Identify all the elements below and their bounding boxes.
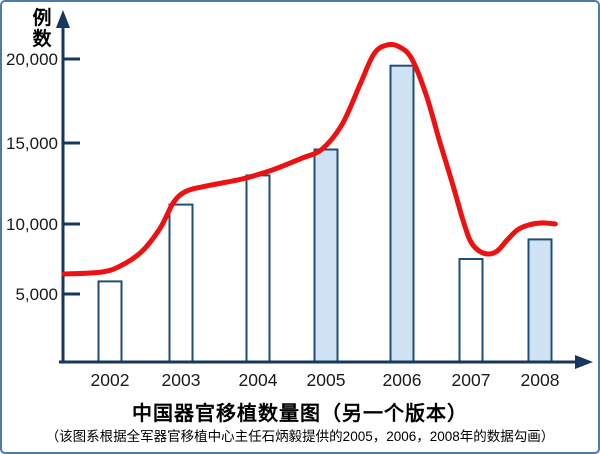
x-tick-label-2008: 2008 [521, 370, 560, 390]
bar-2007 [458, 258, 484, 363]
x-tick-label-2003: 2003 [162, 370, 201, 390]
y-tick-label: 20,000 [6, 50, 58, 69]
bar-2008 [527, 238, 553, 363]
x-axis-arrowhead-icon [575, 355, 593, 369]
x-tick-label-2007: 2007 [452, 370, 491, 390]
y-axis-arrowhead-icon [56, 10, 70, 28]
bar-2003 [168, 203, 194, 363]
bar-2005 [313, 148, 339, 363]
trend-curve [61, 42, 558, 277]
y-tick-label: 15,000 [6, 134, 58, 153]
chart-title: 中国器官移植数量图（另一个版本） [132, 403, 468, 425]
chart-subtitle: （该图系根据全军器官移植中心主任石炳毅提供的2005，2006，2008年的数据… [45, 429, 555, 444]
plot-area: 5,000 10,000 15,000 20,000 2002 2003 2004 2005 2… [6, 10, 593, 390]
bar-2006 [389, 64, 415, 363]
bar-2002 [97, 280, 123, 363]
y-axis-title: 例数 [32, 8, 52, 50]
x-tick-label-2002: 2002 [91, 370, 130, 390]
x-tick-label-2005: 2005 [307, 370, 346, 390]
y-tick-label: 5,000 [15, 285, 58, 304]
bar-2004 [245, 174, 271, 363]
y-tick-label: 10,000 [6, 215, 58, 234]
x-tick-label-2004: 2004 [239, 370, 278, 390]
x-tick-label-2006: 2006 [383, 370, 422, 390]
